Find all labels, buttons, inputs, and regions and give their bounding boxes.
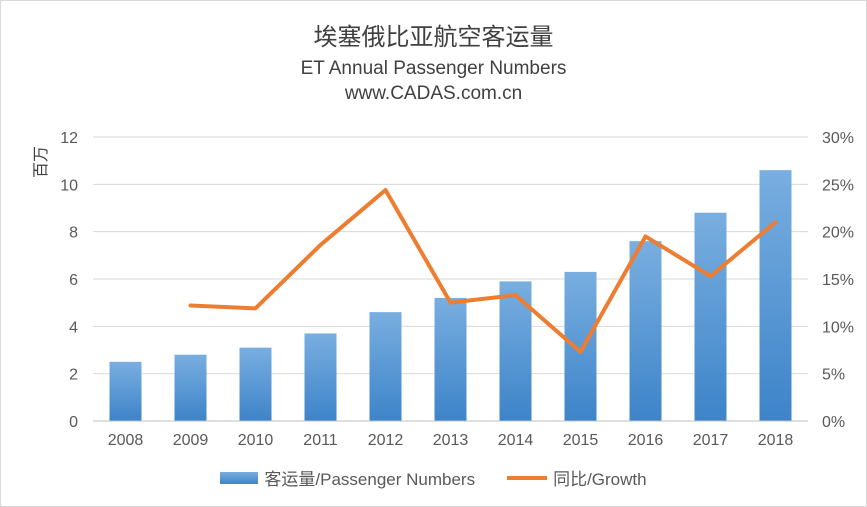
y2-tick-label: 5% <box>822 367 845 384</box>
chart-header: 埃塞俄比亚航空客运量 ET Annual Passenger Numbers w… <box>0 20 867 106</box>
legend-swatch-growth <box>507 475 548 480</box>
y2-tick-label: 0% <box>822 414 845 431</box>
bar <box>174 354 207 421</box>
x-tick-label: 2012 <box>368 432 404 449</box>
bar <box>629 241 662 421</box>
bar <box>564 271 597 421</box>
x-tick-label: 2010 <box>238 432 274 449</box>
chart-subtitle: ET Annual Passenger Numbers <box>300 58 567 79</box>
bar <box>109 361 142 421</box>
y2-tick-label: 15% <box>822 272 854 289</box>
growth-line <box>188 188 778 354</box>
legend-swatch-passengers <box>220 471 259 484</box>
x-tick-label: 2014 <box>498 432 534 449</box>
y2-tick-label: 25% <box>822 177 854 194</box>
legend-label-passengers: 客运量/Passenger Numbers <box>264 470 476 489</box>
y-tick-label: 2 <box>69 367 78 384</box>
y-tick-label: 6 <box>69 272 78 289</box>
x-tick-label: 2016 <box>628 432 664 449</box>
y-tick-label: 8 <box>69 225 78 242</box>
chart-legend: 客运量/Passenger Numbers 同比/Growth <box>0 465 867 490</box>
y-tick-label: 10 <box>60 177 78 194</box>
x-tick-label: 2008 <box>108 432 144 449</box>
y-tick-label: 4 <box>69 319 78 336</box>
bar <box>434 297 467 421</box>
bar <box>239 347 272 421</box>
x-tick-label: 2018 <box>758 432 794 449</box>
chart-title: 埃塞俄比亚航空客运量 <box>313 24 554 51</box>
x-tick-label: 2017 <box>693 432 729 449</box>
legend-item-growth: 同比/Growth <box>507 465 647 490</box>
y2-tick-label: 20% <box>822 225 854 242</box>
y-tick-label: 12 <box>60 130 78 147</box>
x-tick-label: 2015 <box>563 432 599 449</box>
x-tick-label: 2013 <box>433 432 469 449</box>
y-axis-label: 百万 <box>31 146 50 178</box>
bar <box>694 212 727 421</box>
y-tick-label: 0 <box>69 414 78 431</box>
x-tick-label: 2011 <box>303 432 338 449</box>
legend-label-growth: 同比/Growth <box>553 470 647 489</box>
y2-tick-label: 30% <box>822 130 854 147</box>
chart-source: www.CADAS.com.cn <box>344 83 523 104</box>
legend-item-passengers: 客运量/Passenger Numbers <box>220 465 475 490</box>
y2-tick-label: 10% <box>822 319 854 336</box>
x-tick-label: 2009 <box>173 432 209 449</box>
bar <box>304 333 337 421</box>
bar <box>759 170 792 421</box>
bar <box>369 312 402 421</box>
